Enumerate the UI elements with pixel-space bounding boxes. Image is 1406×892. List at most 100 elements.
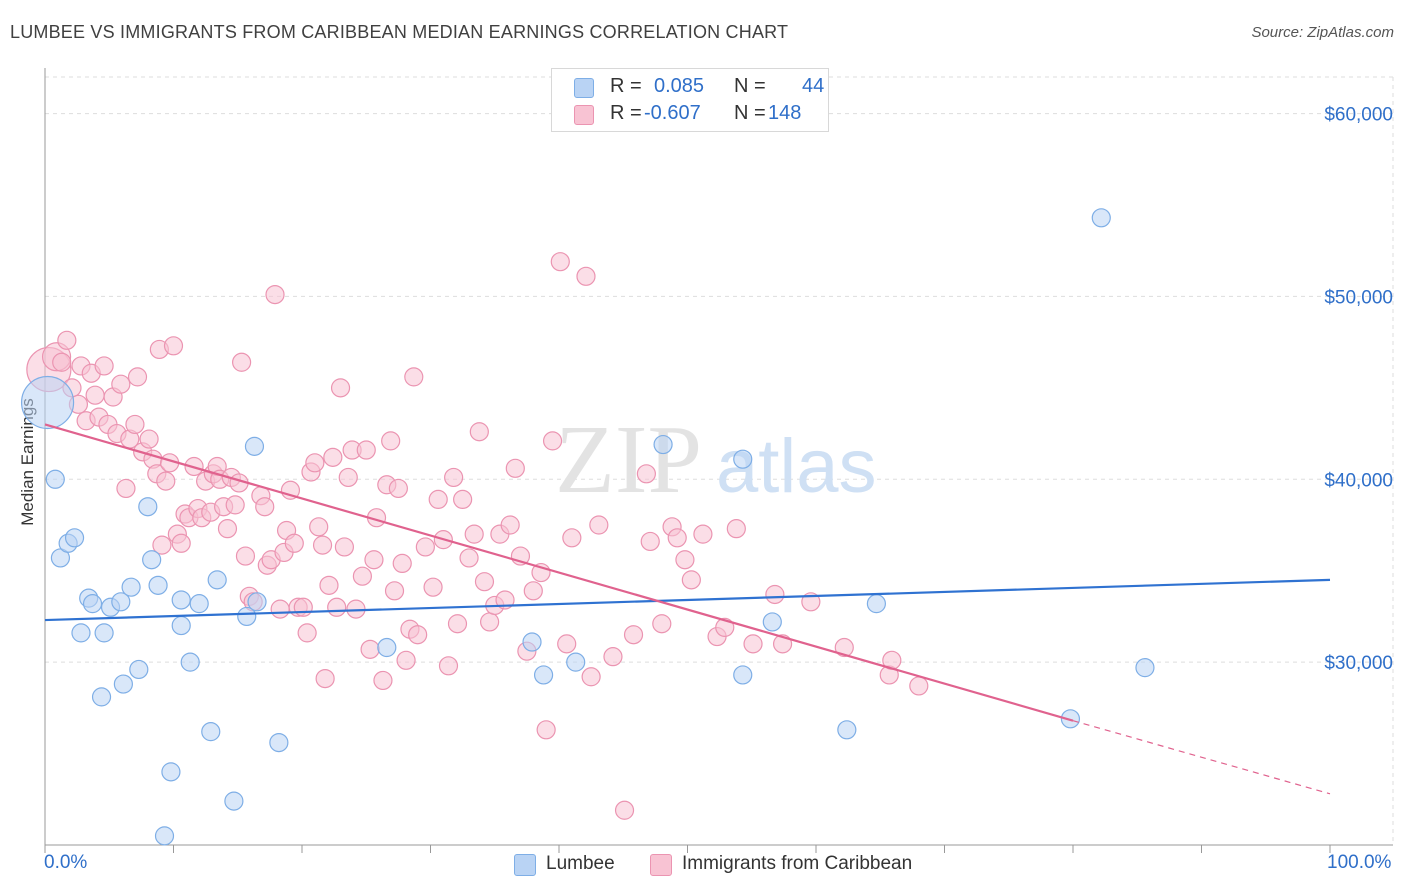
watermark-zip: ZIP (555, 406, 702, 514)
data-point-caribbean (447, 614, 468, 634)
data-point-caribbean (438, 656, 459, 676)
data-point-lumbee (161, 762, 181, 782)
data-point-lumbee (121, 577, 141, 597)
data-point-caribbean (334, 537, 355, 557)
data-point-lumbee (269, 732, 289, 753)
data-point-caribbean (297, 623, 317, 643)
data-point-caribbean (125, 414, 145, 435)
data-point-lumbee (377, 637, 397, 658)
data-point-caribbean (693, 524, 713, 544)
data-point-caribbean (392, 553, 412, 574)
y-tick-labels: $30,000 $40,000 $50,000 $60,000 (1324, 105, 1393, 675)
legend-r-label: R = (610, 75, 642, 97)
data-point-lumbee (138, 497, 158, 517)
series-lumbee-points (20, 208, 1155, 846)
data-point-caribbean (139, 429, 159, 449)
data-point-caribbean (681, 570, 701, 590)
data-point-caribbean (640, 531, 660, 552)
data-point-caribbean (765, 584, 785, 605)
data-point-lumbee (247, 592, 267, 612)
data-point-caribbean (305, 453, 325, 473)
data-point-lumbee (866, 594, 886, 614)
bottom-legend-swatch-caribbean (650, 854, 672, 876)
y-tick-label: $60,000 (1324, 105, 1393, 126)
data-point-caribbean (614, 800, 635, 820)
data-point-lumbee (522, 632, 542, 652)
data-point-lumbee (244, 436, 265, 456)
x-min-label: 0.0% (44, 852, 88, 873)
legend-row-caribbean: R = -0.607 N = 148 (574, 101, 824, 127)
data-point-caribbean (542, 431, 563, 451)
data-point-caribbean (360, 639, 380, 659)
watermark: ZIP atlas (555, 406, 877, 514)
data-point-lumbee (82, 594, 103, 614)
data-point-caribbean (453, 489, 473, 509)
data-point-lumbee (129, 659, 149, 680)
data-point-caribbean (315, 668, 335, 689)
data-point-caribbean (581, 667, 601, 687)
data-point-caribbean (404, 367, 424, 387)
data-point-lumbee (171, 590, 191, 610)
data-point-caribbean (116, 478, 136, 499)
trend-lines (44, 423, 1331, 795)
data-point-lumbee (1091, 208, 1111, 228)
y-tick-label: $40,000 (1324, 470, 1393, 491)
data-point-caribbean (550, 252, 570, 272)
data-point-caribbean (217, 519, 238, 539)
data-point-caribbean (523, 581, 543, 601)
legend-row-lumbee: R = 0.085 N = 44 (574, 74, 824, 100)
data-point-caribbean (743, 634, 763, 654)
data-point-lumbee (224, 791, 244, 811)
data-point-lumbee (71, 623, 91, 643)
data-point-lumbee (762, 612, 782, 632)
legend-r-value: -0.607 (644, 102, 701, 124)
data-point-lumbee (201, 722, 221, 742)
data-point-caribbean (652, 614, 672, 634)
source-credit: Source: ZipAtlas.com (1251, 24, 1394, 41)
trend-line-caribbean (44, 423, 1074, 722)
data-point-caribbean (557, 634, 577, 654)
data-point-caribbean (171, 533, 191, 553)
data-point-caribbean (562, 528, 582, 548)
data-point-caribbean (834, 637, 854, 658)
data-point-caribbean (505, 458, 525, 478)
data-point-lumbee (533, 665, 554, 685)
data-point-caribbean (589, 515, 609, 535)
data-point-caribbean (459, 548, 479, 568)
data-point-lumbee (91, 687, 112, 707)
data-point-caribbean (255, 497, 275, 517)
data-point-caribbean (536, 720, 556, 740)
series-caribbean-points (26, 252, 929, 820)
data-point-caribbean (469, 422, 489, 442)
data-point-caribbean (675, 550, 695, 570)
data-point-lumbee (207, 570, 227, 590)
data-point-caribbean (388, 478, 408, 499)
data-point-caribbean (111, 374, 131, 394)
legend-n-value: 148 (768, 102, 802, 124)
data-point-caribbean (330, 378, 351, 398)
data-point-caribbean (156, 471, 176, 491)
data-point-caribbean (364, 550, 384, 570)
trend-line-lumbee (44, 578, 1331, 622)
data-point-caribbean (57, 330, 77, 350)
data-point-caribbean (464, 524, 484, 544)
data-point-lumbee (189, 594, 209, 614)
bottom-legend-swatch-lumbee (514, 854, 536, 876)
axes (44, 68, 1393, 853)
data-point-caribbean (152, 535, 172, 555)
data-point-caribbean (225, 495, 245, 515)
data-point-caribbean (232, 352, 252, 372)
data-point-caribbean (284, 533, 304, 553)
data-point-lumbee (154, 826, 175, 846)
data-point-caribbean (338, 467, 358, 488)
data-point-lumbee (1135, 658, 1155, 678)
data-point-caribbean (356, 440, 376, 460)
data-point-caribbean (127, 367, 148, 387)
legend-swatch-lumbee (574, 78, 594, 98)
data-point-caribbean (623, 625, 644, 645)
data-point-caribbean (327, 597, 347, 617)
data-point-lumbee (20, 375, 75, 430)
data-point-caribbean (270, 599, 290, 619)
data-point-lumbee (111, 592, 131, 612)
